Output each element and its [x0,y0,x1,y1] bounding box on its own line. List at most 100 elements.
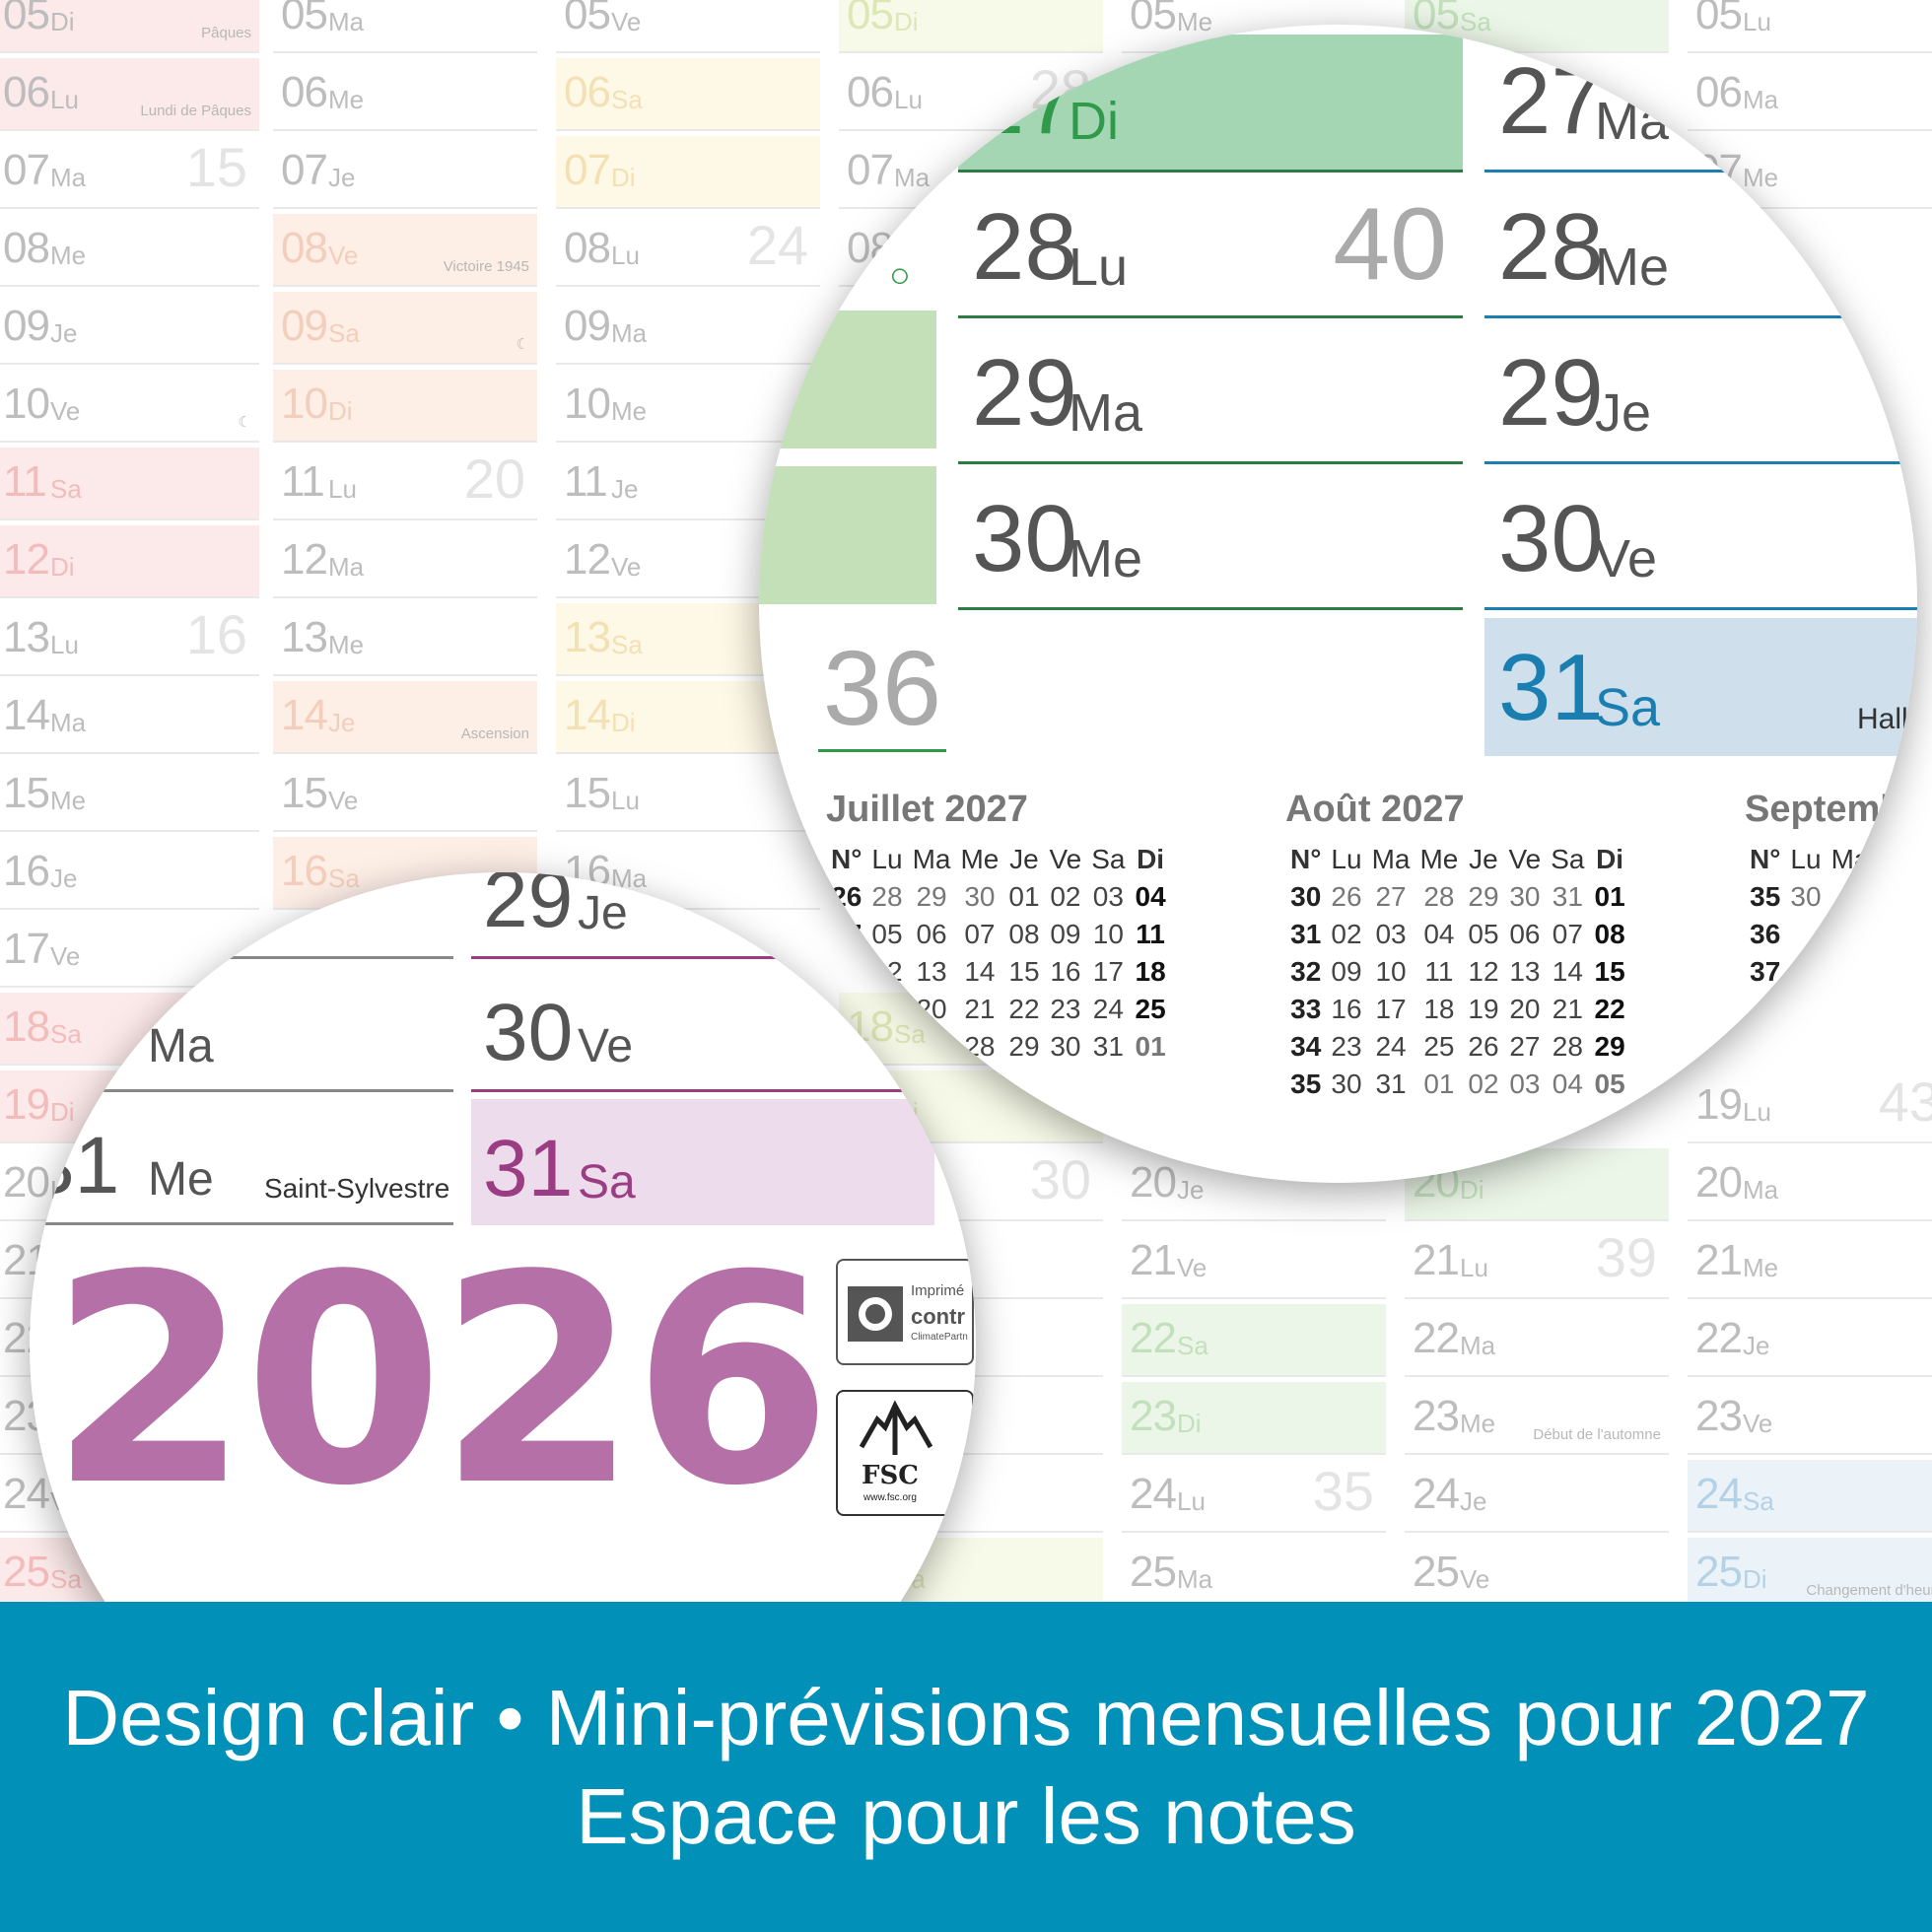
day-cell: 27 Ma [1484,34,1917,172]
fsc-tree-icon [859,1400,933,1455]
mini-day: 24 [1375,1031,1407,1062]
mini-day: 05 [1468,919,1499,949]
weekday-label: Lu [611,786,640,815]
mini-day: 13 [916,956,947,987]
climate-partner-icon [848,1286,903,1342]
mini-day: 28 [964,1031,996,1062]
weekday-label: Ma [328,7,365,36]
mini-day: 01 [1423,1069,1455,1099]
weekday-label: Sa [611,630,643,659]
day-number: 14 [564,691,611,739]
day-cell: 01 [30,872,453,959]
day-number: 25 [3,1548,50,1596]
day-number: 09 [3,302,50,350]
holiday-label: Ascension [460,725,529,742]
weekday-label: Sa [894,1019,926,1049]
mini-day: 31 [1375,1069,1407,1099]
mini-month-title: Septembre 2027 [1745,789,1917,830]
mini-day: 14 [964,956,996,987]
mini-day: 04 [1552,1069,1583,1099]
mini-day: 28 [1552,1031,1583,1062]
day-cell: 25 Ma [1122,1538,1386,1602]
mini-day: 10 [1375,956,1407,987]
weekday-label: Ve [328,241,359,270]
mini-day: 23 [1331,1031,1362,1062]
day-number: 25 [1130,1548,1177,1596]
fsc-badge: FSC www.fsc.org [836,1390,974,1516]
weekday-label: Ma [148,1020,214,1072]
weekday-label: Lu [1743,7,1771,36]
mini-weekday-header: Lu [871,844,903,874]
day-number: 22 [1130,1314,1177,1362]
mini-month-title: Juillet 2027 [826,789,1028,830]
day-number: 07 [847,146,894,194]
week-number: 39 [1595,1226,1657,1288]
mini-weekday-header: Ve [1049,844,1082,874]
day-number: 21 [1695,1236,1743,1284]
mini-day: 20 [1509,994,1541,1024]
weekday-label: Ve [50,396,81,426]
weekday-label: Ma [611,318,648,348]
day-cell: 11 Je [556,448,820,520]
mini-day: 28 [1423,881,1455,912]
weekday-label: Ve [328,786,359,815]
mini-day: 03 [1509,1069,1541,1099]
mini-day: 15 [1008,956,1040,987]
mini-day [1827,878,1875,916]
mini-day: 35 [1290,1069,1322,1099]
day-cell: 06 Me [273,58,537,131]
mini-day: 26 [831,881,862,912]
weekday-label: Je [1177,1175,1205,1205]
mini-day: 30 [1050,1031,1081,1062]
weekday-label: Di [611,708,636,737]
mini-month-grid: N° Lu Ma Me Je Ve Sa Di 26 28 29 30 01 02 03 04 27 05 06 07… [826,841,1171,1066]
calendar-background: 05 Di Pâques 06 Lu Lundi de Pâques 07 Ma 15 08 Me 0… [0,0,1932,1602]
weekday-label: Je [1743,1331,1770,1360]
mini-day: 14 [1552,956,1583,987]
weekday-label: Je [328,708,356,737]
day-number: 24 [3,1470,50,1518]
weekday-label: Sa [50,1564,82,1594]
weekday-label: Je [50,863,78,893]
day-cell: 08 Ve Victoire 1945 [273,214,537,287]
weekday-label: Me [50,241,87,270]
mini-day: 06 [1509,919,1541,949]
mini-day: 29 [1008,1031,1040,1062]
day-number: 27 [972,48,1077,154]
caption-banner: Design clair • Mini-prévisions mensuelle… [0,1602,1932,1932]
day-number: 15 [281,769,328,817]
mini-day: 31 [1552,881,1583,912]
day-cell: 05 Ma [273,0,537,53]
mini-day: 13 [1509,956,1541,987]
day-number: 10 [281,380,328,428]
zoom-circle-october: 36 27 Di 28 Lu 40 ○ 29 Ma 30 Me 27 Ma 28 Me 29 Je 30 Ve 31 S… [759,25,1917,1183]
day-cell: 27 Di [958,34,1463,172]
mini-weekday-header: Me [960,844,1000,874]
day-number: 25 [1413,1548,1460,1596]
day-cell: 21 Ve [1122,1226,1386,1299]
day-cell: 22 Sa [1122,1304,1386,1377]
day-number: 21 [1413,1236,1460,1284]
weekday-label: Ma [1743,1175,1779,1205]
green-strip [759,310,936,448]
day-number: 23 [1130,1392,1177,1440]
mini-day: 01 [1135,1031,1166,1062]
weekday-label: Me [1595,238,1670,297]
day-cell: 31 Me Saint-Sylvestre [30,1099,453,1225]
day-cell: 23 Di [1122,1382,1386,1455]
day-number: 28 [1498,194,1604,300]
day-number: 20 [1695,1158,1743,1207]
mini-day: 22 [1594,994,1625,1024]
day-number: 06 [3,68,50,116]
weekday-label: Me [50,786,87,815]
day-number: 05 [564,0,611,38]
day-cell: 06 Lu Lundi de Pâques [0,58,259,131]
day-cell: 13 Lu 16 [0,603,259,676]
day-number: 05 [3,0,50,38]
day-cell: 28 Lu 40 ○ [889,180,1463,318]
day-cell: 08 Lu 24 [556,214,820,287]
holiday-label: Saint-Sylvestre [264,1173,450,1204]
holiday-label: Changement d'heure [1806,1582,1932,1599]
weekday-label: Di [50,7,75,36]
day-number: 19 [3,1080,50,1129]
